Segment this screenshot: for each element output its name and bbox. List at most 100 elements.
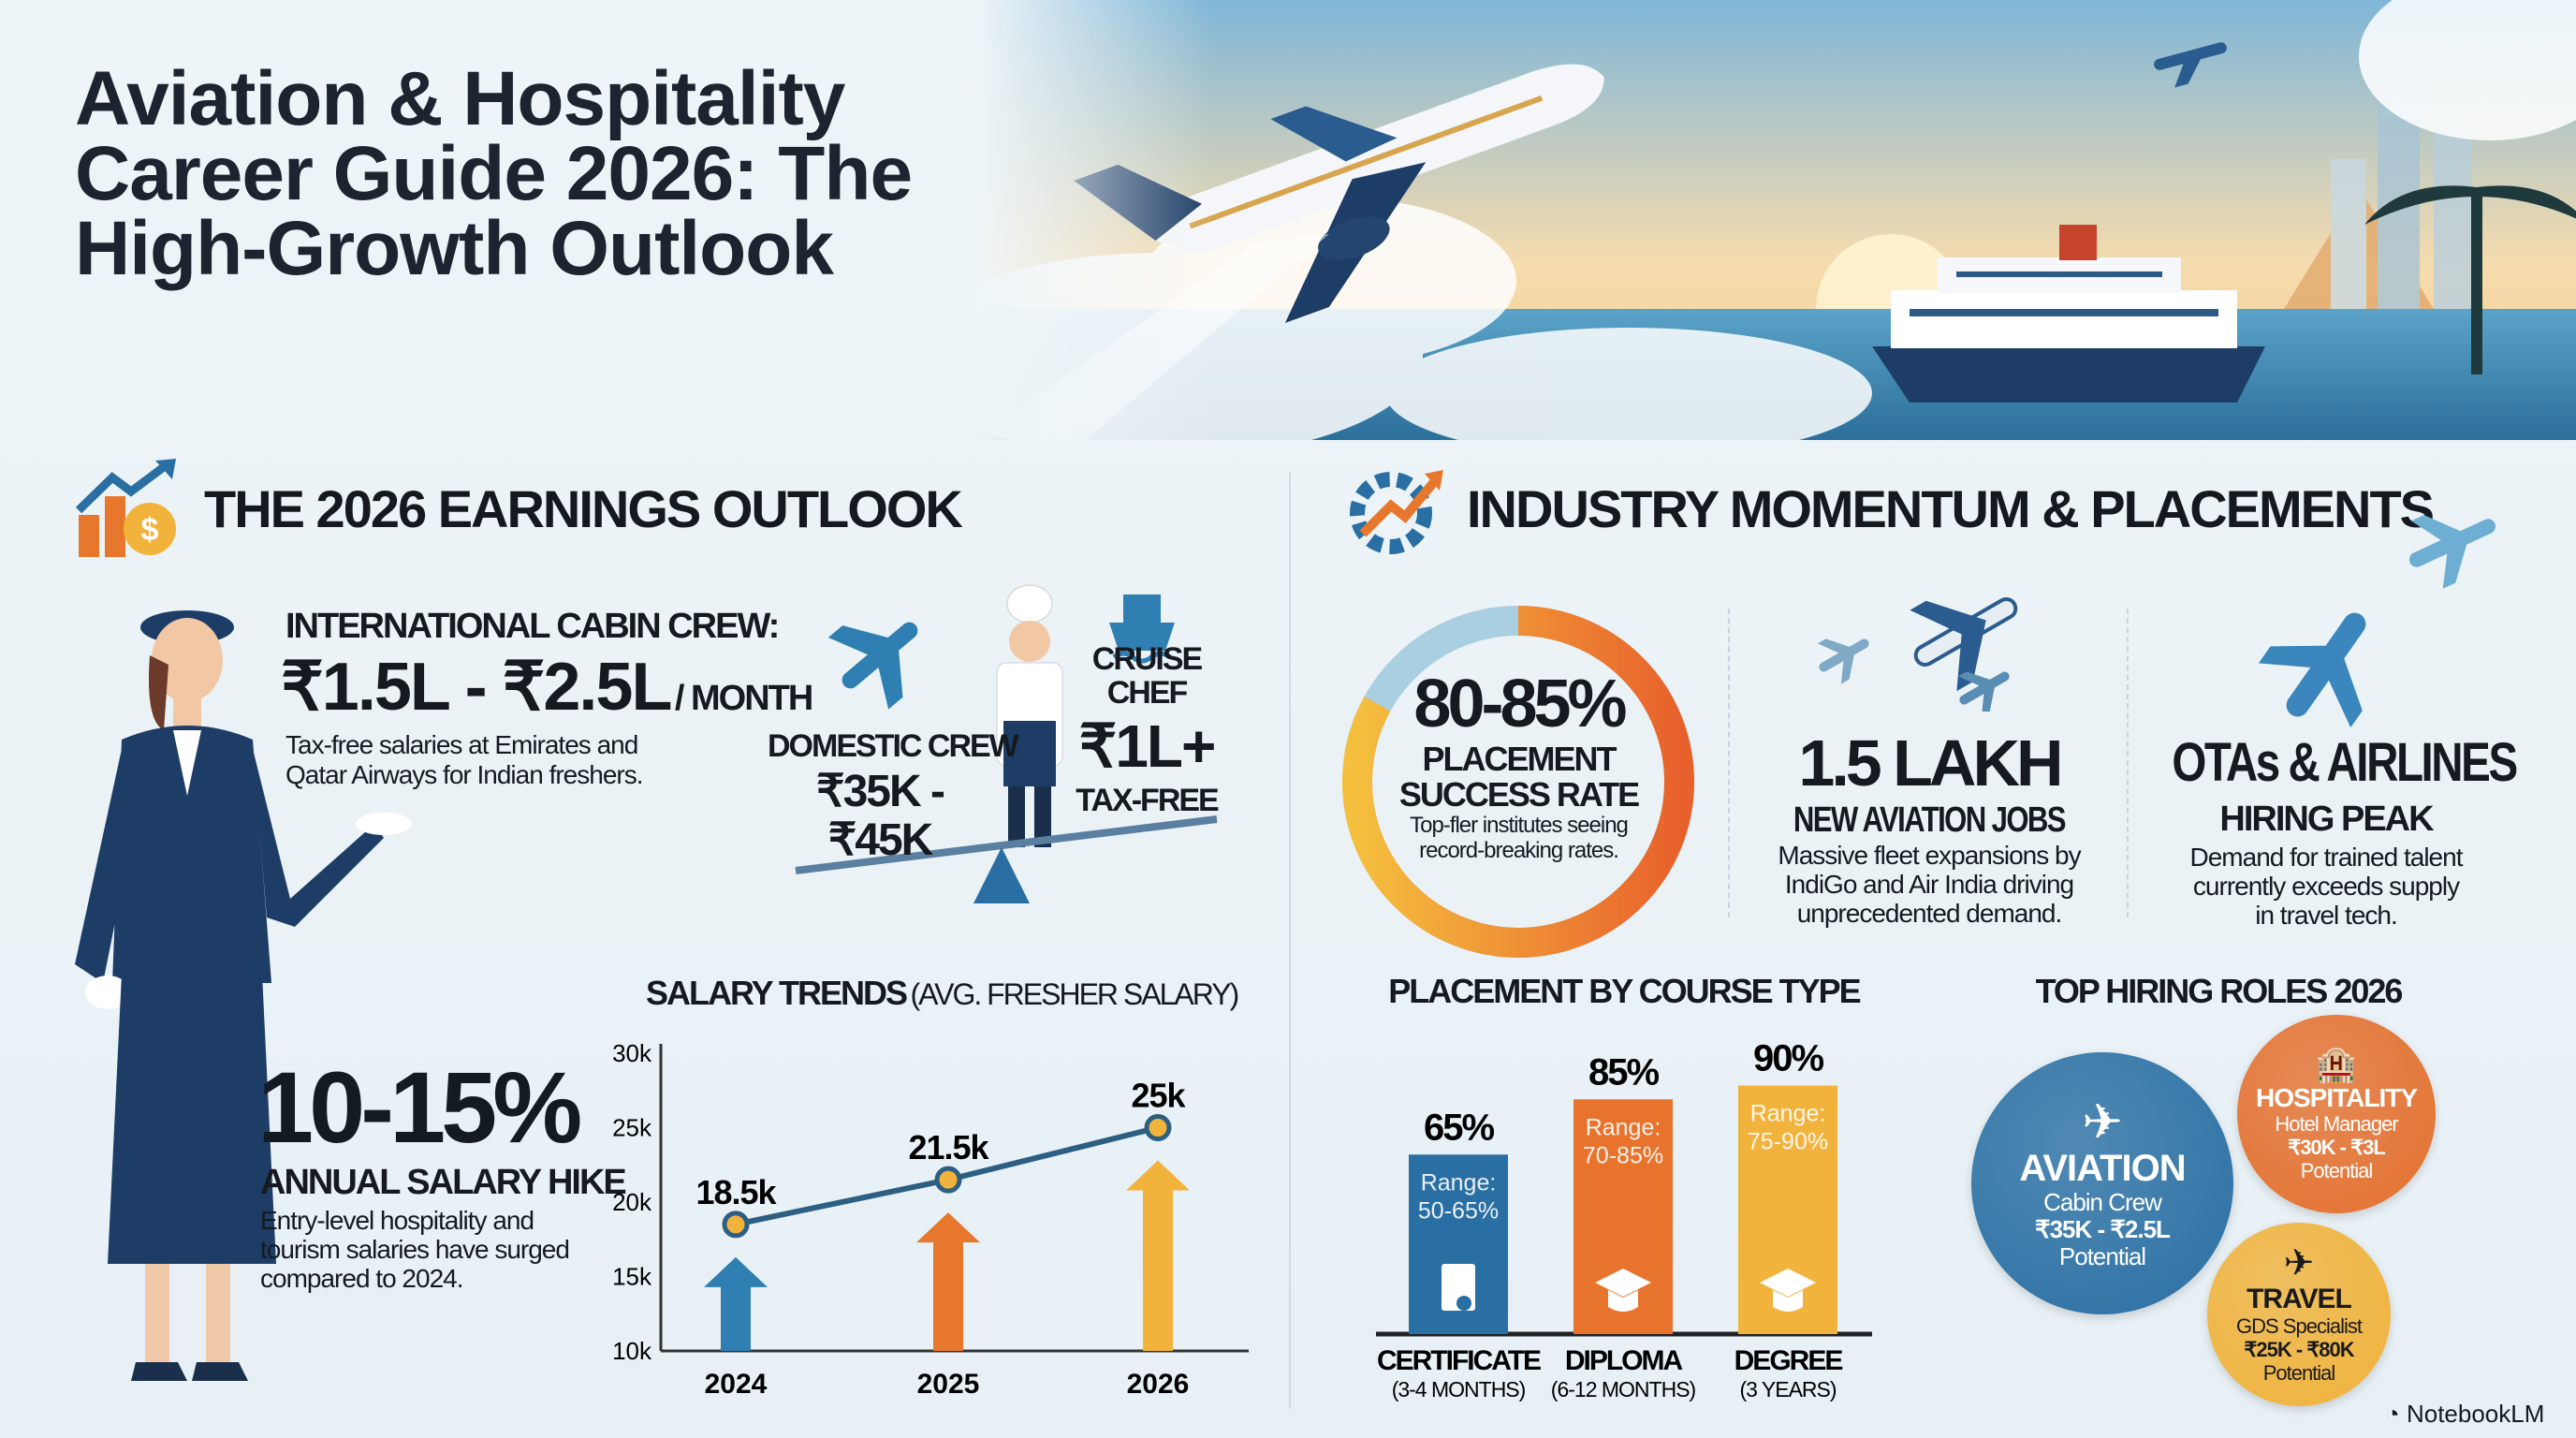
x-tick-sublabel: (3-4 MONTHS) <box>1392 1377 1526 1401</box>
page-title: Aviation & Hospitality Career Guide 2026… <box>75 56 913 291</box>
bar-range-label: 75-90% <box>1748 1129 1828 1155</box>
title-line-3: High-Growth Outlook <box>75 206 834 291</box>
graduation-cap-icon <box>1760 1269 1816 1312</box>
data-label: 25k <box>1131 1077 1186 1115</box>
domestic-crew-salary: ₹45K <box>827 815 934 865</box>
x-tick-sublabel: (6-12 MONTHS) <box>1551 1377 1696 1401</box>
trend-arrow-shaft <box>933 1240 963 1351</box>
placement-rate-note: record-breaking rates. <box>1419 838 1619 863</box>
data-point <box>1144 1114 1172 1141</box>
otas-airlines-label: HIRING PEAK <box>2219 800 2434 839</box>
airplane-icon: ✈ <box>2283 1243 2315 1284</box>
bar-range-label: 50-65% <box>1418 1197 1499 1224</box>
title-line-2: Career Guide 2026: The <box>75 131 913 216</box>
y-tick-label: 30k <box>612 1039 652 1067</box>
salary-seesaw-illustration <box>795 584 1218 903</box>
cruise-ship-icon <box>1109 594 1175 664</box>
placement-by-course-chart: 65%Range:50-65%CERTIFICATE(3-4 MONTHS)85… <box>1376 1038 1872 1401</box>
otas-airlines-note: Demand for trained talent <box>2189 843 2464 872</box>
cruise-chef-label: CHEF <box>1106 675 1189 711</box>
bar-range-label: 70-85% <box>1583 1142 1663 1168</box>
salary-trends-chart: 30k 25k 20k 15k 10k 2024 2025 2026 18.5k 21.5k 25k <box>612 1039 1249 1400</box>
intl-crew-note: Tax-free salaries at Emirates and <box>285 730 638 759</box>
growth-chart-money-icon: $ <box>75 459 176 557</box>
y-tick-label: 10k <box>612 1337 652 1365</box>
trend-arrow-head <box>704 1256 768 1287</box>
airplane-icon: ✈ <box>2082 1095 2123 1150</box>
y-tick-label: 15k <box>612 1263 652 1291</box>
role-role: GDS Specialist <box>2236 1314 2363 1338</box>
placement-rate-note: Top-fler institutes seeing <box>1410 813 1629 838</box>
role-note: Potential <box>2262 1361 2336 1385</box>
bar-range-label: Range: <box>1586 1114 1661 1140</box>
salary-hike-note: Entry-level hospitality and <box>260 1206 534 1235</box>
notebooklm-logo-icon: ◔ <box>2385 1400 2400 1428</box>
role-bubble-travel: ✈ TRAVEL GDS Specialist ₹25K - ₹80K Potentia… <box>2207 1223 2391 1406</box>
trend-arrow-shaft <box>1143 1188 1173 1351</box>
stat-divider <box>2127 609 2129 917</box>
role-note: Potential <box>2300 1158 2374 1182</box>
salary-hike-value: 10-15% <box>257 1050 582 1164</box>
otas-airlines-note: in travel tech. <box>2255 901 2398 930</box>
y-tick-label: 20k <box>612 1188 652 1216</box>
airplane-icon <box>2408 515 2496 589</box>
bar-range-label: Range: <box>1750 1101 1826 1127</box>
placement-rate-value: 80-85% <box>1413 667 1627 741</box>
gear-growth-icon <box>1350 470 1443 554</box>
role-bubble-aviation: ✈ AVIATION Cabin Crew ₹35K - ₹2.5L Potential <box>1971 1052 2233 1314</box>
salary-hike-note: compared to 2024. <box>260 1264 463 1293</box>
earnings-heading: THE 2026 EARNINGS OUTLOOK <box>204 479 963 538</box>
cap-top <box>1595 1269 1651 1297</box>
flight-attendant-illustration <box>75 610 412 1381</box>
aviation-jobs-note: unprecedented demand. <box>1796 899 2063 928</box>
hotel-building-icon: 🏨 <box>2315 1045 2358 1084</box>
bar-value-label: 65% <box>1424 1107 1494 1148</box>
salary-chart-title: SALARY TRENDS <box>646 974 908 1012</box>
placement-rate-label: PLACEMENT <box>1422 740 1617 778</box>
bar-value-label: 85% <box>1588 1051 1659 1093</box>
aviation-jobs-label: NEW AVIATION JOBS <box>1793 800 2067 840</box>
aviation-jobs-note: IndiGo and Air India driving <box>1784 870 2074 899</box>
role-pay: ₹30K - ₹3L <box>2288 1135 2386 1159</box>
role-role: Hotel Manager <box>2275 1111 2398 1136</box>
x-tick-label: DEGREE <box>1734 1345 1843 1376</box>
stat-divider <box>1728 609 1730 917</box>
role-name: HOSPITALITY <box>2255 1082 2418 1112</box>
airplane-icon <box>827 622 918 710</box>
role-role: Cabin Crew <box>2043 1188 2162 1216</box>
brand-name: NotebookLM <box>2406 1400 2545 1428</box>
domestic-crew-salary: ₹35K - <box>816 767 945 816</box>
x-tick-label: 2024 <box>705 1369 768 1400</box>
bar-value-label: 90% <box>1753 1038 1823 1079</box>
roles-title: TOP HIRING ROLES 2026 <box>2035 972 2404 1010</box>
role-name: TRAVEL <box>2247 1284 2352 1314</box>
certificate-seal <box>1456 1296 1471 1311</box>
cap-base <box>1608 1290 1638 1312</box>
section-divider <box>1289 473 1291 1409</box>
brand-footer: ◔ NotebookLM <box>2385 1400 2544 1428</box>
placement-rate-ring <box>1342 606 1694 958</box>
x-tick-label: DIPLOMA <box>1565 1345 1683 1376</box>
cruise-chef-label: CRUISE <box>1091 641 1203 677</box>
data-label: 21.5k <box>908 1128 989 1167</box>
trend-arrow-head <box>916 1212 980 1243</box>
cruise-chef-note: TAX-FREE <box>1076 783 1219 818</box>
intl-crew-unit: / MONTH <box>674 679 813 718</box>
hero-illustration <box>973 0 2576 440</box>
title-line-1: Aviation & Hospitality <box>75 56 845 141</box>
role-name: AVIATION <box>2019 1148 2186 1189</box>
certificate-icon <box>1442 1264 1475 1311</box>
airplanes-formation-icon <box>1817 597 2018 712</box>
otas-airlines-value: OTAs & AIRLINES <box>2172 732 2518 793</box>
x-tick-label: 2026 <box>1127 1369 1190 1400</box>
role-note: Potential <box>2058 1242 2146 1270</box>
role-bubble-hospitality: 🏨 HOSPITALITY Hotel Manager ₹30K - ₹3L Poten… <box>2237 1015 2436 1213</box>
x-tick-sublabel: (3 YEARS) <box>1739 1377 1836 1401</box>
intl-crew-salary: ₹1.5L - ₹2.5L <box>281 650 672 725</box>
trend-arrow-shaft <box>721 1284 751 1351</box>
cap-top <box>1760 1269 1816 1297</box>
momentum-heading: INDUSTRY MOMENTUM & PLACEMENTS <box>1467 479 2435 538</box>
aviation-jobs-value: 1.5 LAKH <box>1798 726 2063 800</box>
svg-text:$: $ <box>141 512 159 548</box>
x-tick-label: 2025 <box>917 1369 980 1400</box>
